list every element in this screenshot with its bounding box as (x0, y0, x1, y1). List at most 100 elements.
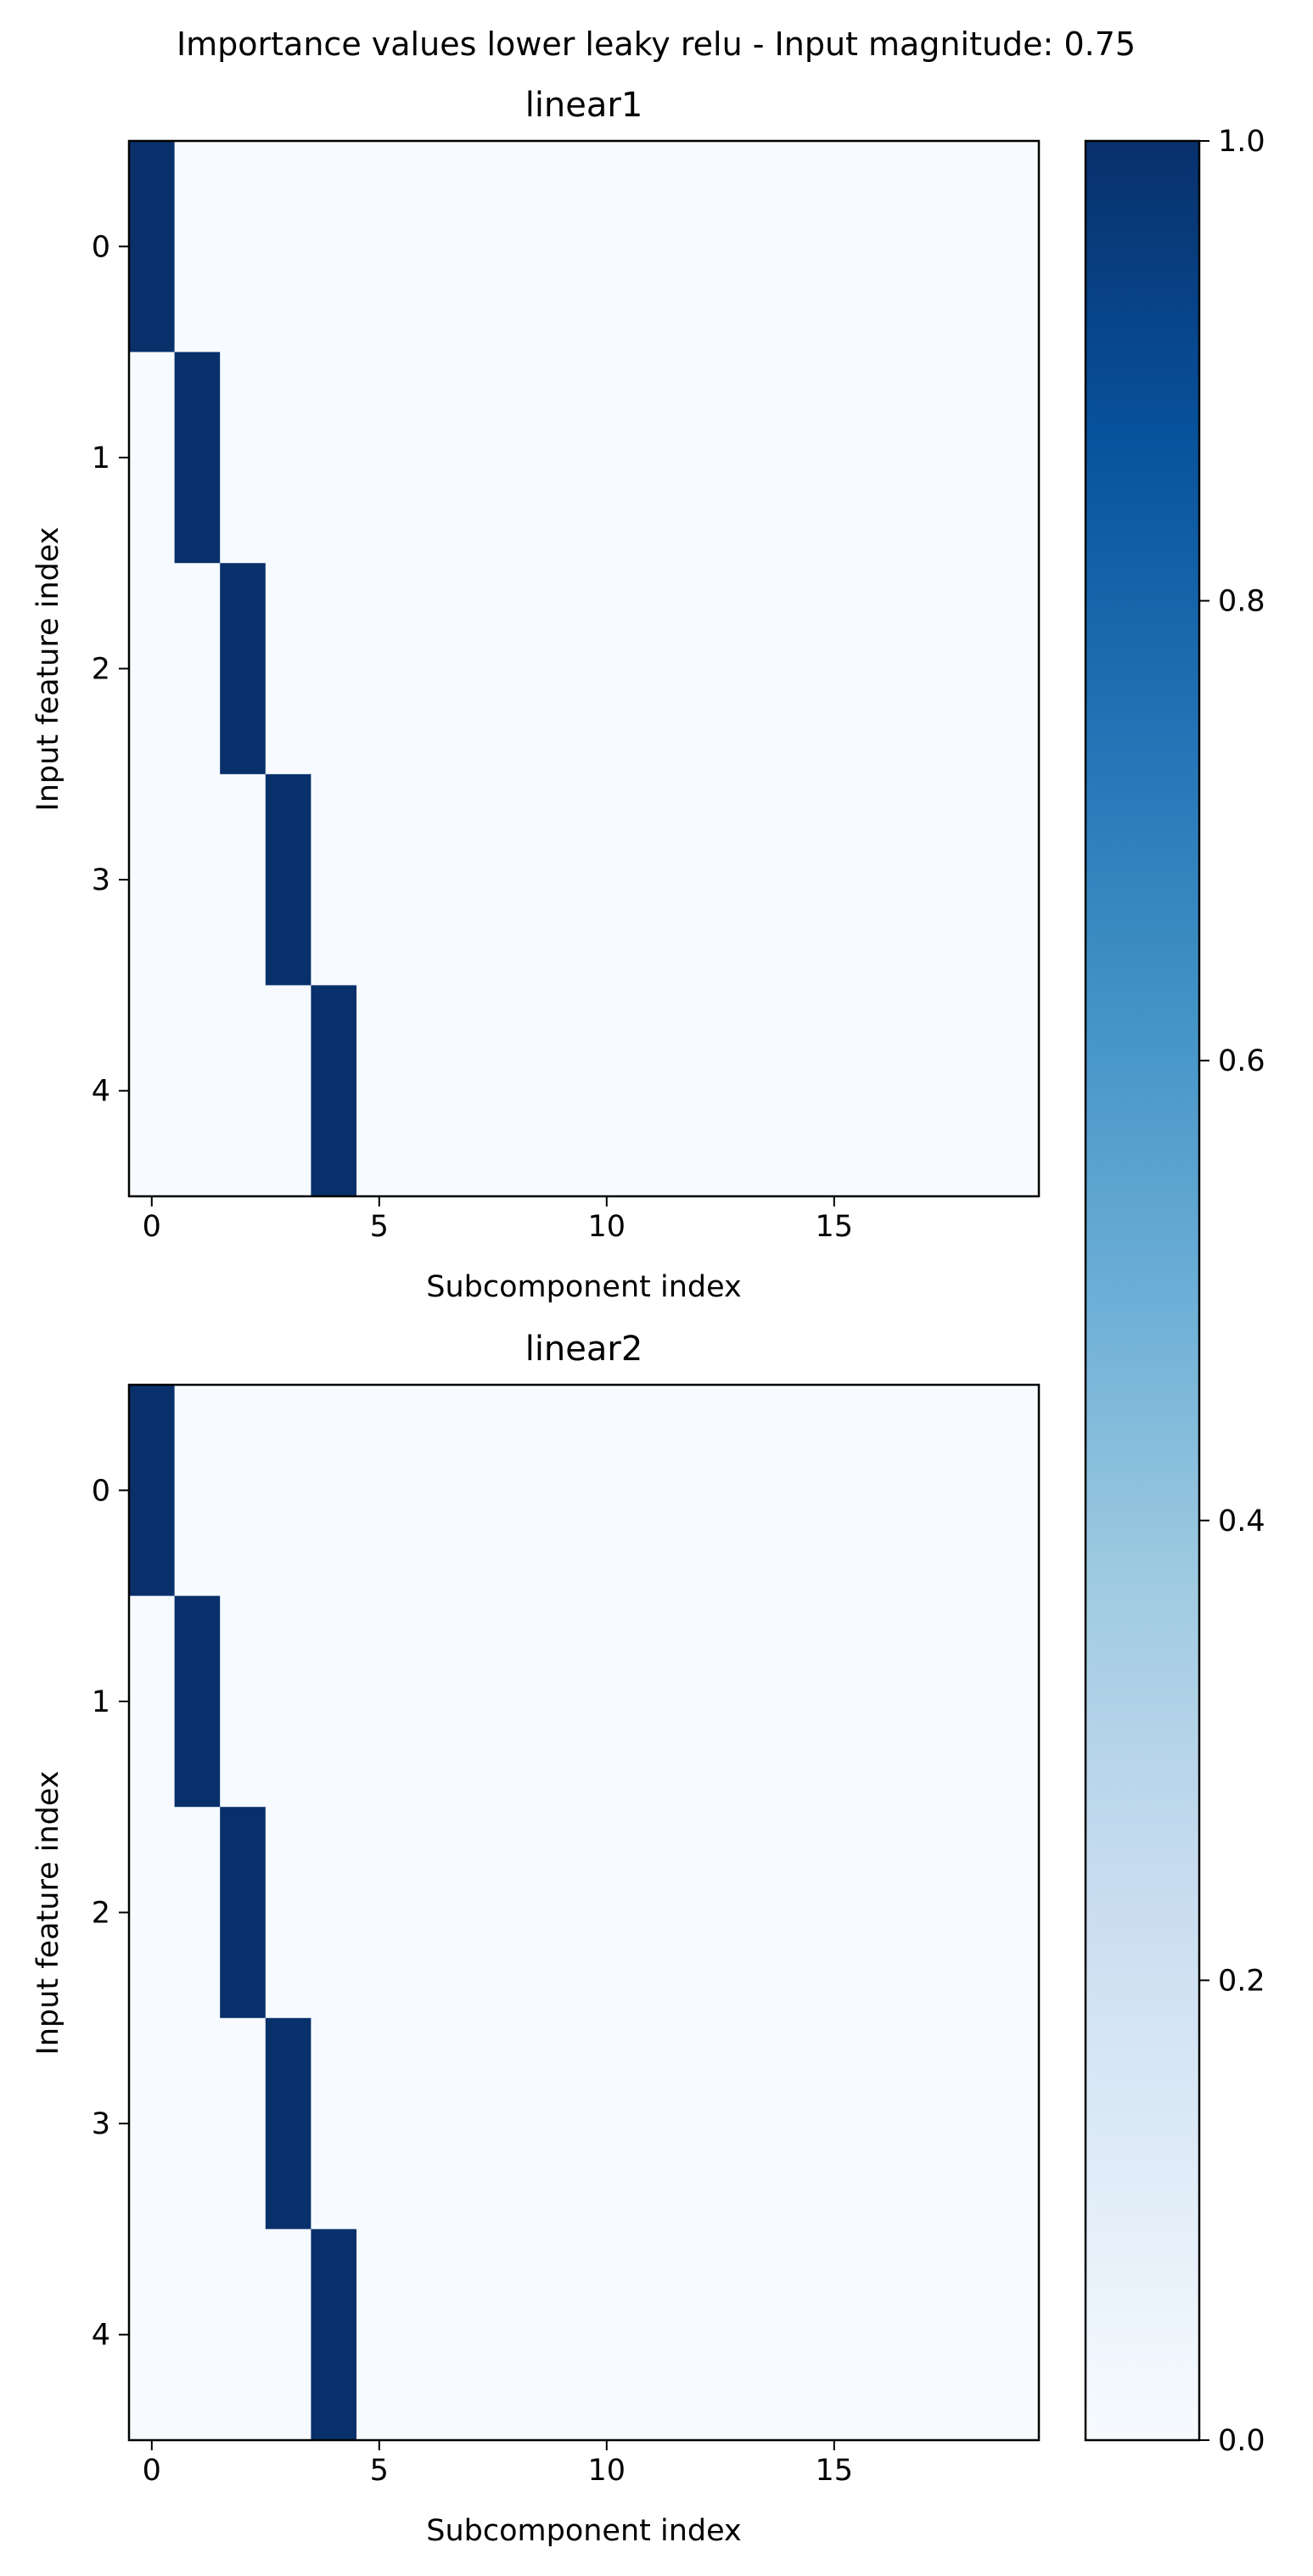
heatmap-cell (856, 1807, 903, 2019)
heatmap-cell (584, 352, 631, 564)
heatmap-cell (311, 352, 357, 564)
colorbar-tick-label: 0.4 (1218, 1505, 1265, 1538)
heatmap-cell (129, 985, 176, 1197)
heatmap-cell (311, 141, 357, 353)
heatmap-cell (629, 141, 676, 353)
heatmap-cell (902, 985, 949, 1197)
heatmap-cell (356, 352, 403, 564)
heatmap-cell (766, 1807, 812, 2019)
heatmap-cell (356, 141, 403, 353)
heatmap-cell (584, 1595, 631, 1808)
heatmap-cell (811, 1807, 858, 2019)
y-tick-label: 0 (92, 1474, 110, 1508)
heatmap-cell (993, 1807, 1040, 2019)
heatmap-cell (811, 985, 858, 1197)
colorbar: 0.0 0.2 0.4 0.6 0.8 1.0 (1084, 125, 1265, 2458)
heatmap-cell (492, 352, 539, 564)
heatmap-cell (220, 1807, 267, 2019)
heatmap-cell (947, 141, 994, 353)
heatmap-cell (356, 985, 403, 1197)
heatmap-cell (265, 352, 311, 564)
heatmap-cell (447, 1595, 494, 1808)
heatmap-cell (174, 1807, 221, 2019)
heatmap-cell (947, 1807, 994, 2019)
heatmap-cell (311, 1807, 357, 2019)
y-tick-label: 3 (92, 863, 110, 897)
heatmap-cell (265, 1385, 311, 1597)
heatmap-cell (811, 2017, 858, 2230)
heatmap-cell (856, 2229, 903, 2441)
heatmap-cell (584, 773, 631, 986)
heatmap-cell (356, 2017, 403, 2230)
heatmap-cell (447, 773, 494, 986)
heatmap-cell (129, 2017, 176, 2230)
heatmap-cell (766, 563, 812, 775)
heatmap-cell (538, 2229, 585, 2441)
y-axis-label-linear2: Input feature index (31, 1771, 65, 2056)
y-tick-label: 0 (92, 230, 110, 264)
y-axis-linear2: 0 1 2 3 4 (92, 1474, 129, 2353)
heatmap-cell (174, 985, 221, 1197)
x-tick-label: 10 (588, 2454, 626, 2488)
heatmap-cell (629, 1385, 676, 1597)
panel-title-linear2: linear2 (525, 1330, 643, 1369)
heatmap-cell (811, 1385, 858, 1597)
x-axis-label-linear1: Subcomponent index (426, 1270, 742, 1304)
heatmap-cell (902, 773, 949, 986)
heatmap-cell (947, 563, 994, 775)
heatmap-cell (220, 563, 267, 775)
heatmap-cell (811, 1595, 858, 1808)
x-axis-label-linear2: Subcomponent index (426, 2514, 742, 2548)
heatmap-cell (174, 1385, 221, 1597)
heatmap-cell (947, 2229, 994, 2441)
heatmap-cell (265, 1807, 311, 2019)
heatmap-cell (675, 1807, 721, 2019)
heatmap-cell (220, 773, 267, 986)
heatmap-cell (856, 2017, 903, 2230)
heatmap-cell (766, 2017, 812, 2230)
heatmap-cell (675, 773, 721, 986)
heatmap-cell (629, 352, 676, 564)
heatmap-cell (629, 563, 676, 775)
heatmap-cell (174, 563, 221, 775)
heatmap-cell (766, 141, 812, 353)
heatmap-cell (538, 1595, 585, 1808)
heatmap-cell (584, 1385, 631, 1597)
heatmap-cell (902, 1385, 949, 1597)
heatmap-cell (356, 2229, 403, 2441)
heatmap-cell (993, 141, 1040, 353)
panel-title-linear1: linear1 (525, 86, 643, 125)
heatmap-cell (766, 773, 812, 986)
heatmap-cell (311, 1595, 357, 1808)
heatmap-cell (538, 1807, 585, 2019)
heatmap-cell (720, 1807, 766, 2019)
heatmap-cells-linear2 (129, 1385, 1040, 2441)
heatmap-cell (492, 985, 539, 1197)
heatmap-cell (538, 1385, 585, 1597)
heatmap-cell (265, 563, 311, 775)
heatmap-cell (311, 2229, 357, 2441)
colorbar-ticks: 0.0 0.2 0.4 0.6 0.8 1.0 (1199, 125, 1265, 2458)
heatmap-cells-linear1 (129, 141, 1040, 1197)
heatmap-cell (538, 985, 585, 1197)
heatmap-cell (492, 141, 539, 353)
y-tick-label: 4 (92, 2319, 110, 2353)
heatmap-cell (947, 773, 994, 986)
heatmap-cell (129, 1807, 176, 2019)
heatmap-cell (856, 773, 903, 986)
heatmap-cell (265, 2017, 311, 2230)
y-axis-linear1: 0 1 2 3 4 (92, 230, 129, 1109)
heatmap-cell (993, 2229, 1040, 2441)
heatmap-cell (811, 352, 858, 564)
heatmap-cell (401, 352, 448, 564)
heatmap-cell (993, 563, 1040, 775)
heatmap-cell (766, 985, 812, 1197)
heatmap-cell (720, 1595, 766, 1808)
heatmap-cell (492, 2017, 539, 2230)
heatmap-cell (220, 1385, 267, 1597)
heatmap-cell (766, 1385, 812, 1597)
heatmap-cell (766, 352, 812, 564)
heatmap-cell (675, 1595, 721, 1808)
